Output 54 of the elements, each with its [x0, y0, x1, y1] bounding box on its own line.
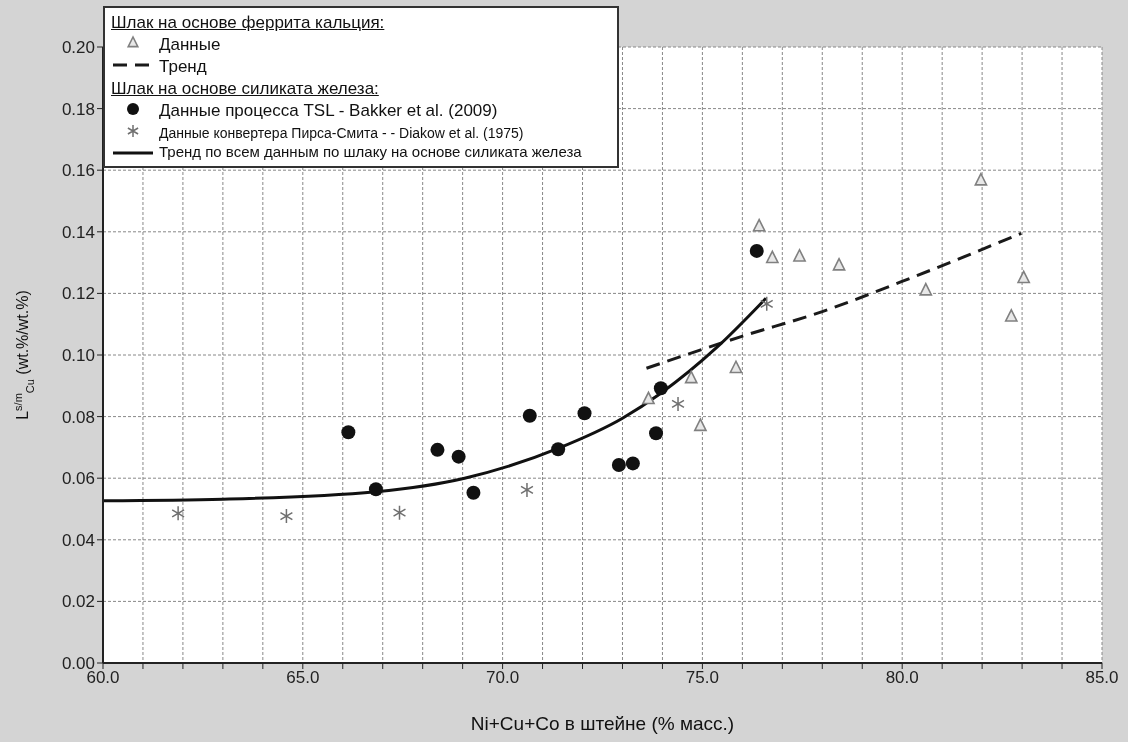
point	[368, 482, 383, 497]
point	[653, 381, 668, 396]
point	[430, 442, 445, 457]
y-tick-label: 0.06	[61, 469, 95, 489]
y-tick-label: 0.16	[61, 161, 95, 181]
point	[684, 370, 698, 384]
legend-label: Данные	[158, 34, 221, 56]
point	[793, 248, 806, 262]
point	[520, 482, 534, 498]
point	[577, 406, 592, 421]
y-tick-label: 0.08	[61, 407, 95, 427]
legend-label: Тренд	[158, 56, 207, 78]
point	[919, 282, 933, 296]
point	[551, 442, 566, 457]
point	[749, 243, 764, 258]
point	[392, 504, 407, 521]
point	[451, 449, 466, 464]
annotation: Шлак на основе силиката железа:	[111, 78, 380, 100]
y-tick-label: 0.18	[61, 99, 95, 119]
text: Шлак на основе феррита кальция:	[111, 12, 386, 34]
y-tick-label: 0.10	[61, 346, 95, 366]
y-tick-label: 0.12	[61, 284, 95, 304]
legend-label: Тренд по всем данным по шлаку на основе силиката железа	[158, 143, 582, 160]
y-tick-label: 0.02	[61, 592, 95, 612]
point	[279, 508, 294, 524]
point	[171, 505, 185, 522]
legend-label: Данные конвертера Пирса-Смита - - Diakow et al. (1975)	[158, 124, 524, 143]
point	[1004, 309, 1018, 322]
point	[466, 485, 481, 500]
point	[642, 391, 655, 405]
y-tick-label: 0.14	[61, 222, 95, 242]
point	[671, 396, 685, 412]
point	[694, 418, 707, 432]
point	[1017, 270, 1031, 284]
point	[522, 408, 537, 423]
x-tick-label: 85.0	[1085, 668, 1119, 688]
point	[832, 257, 846, 271]
x-tick-label: 80.0	[885, 668, 919, 688]
y-tick-label: 0.20	[61, 38, 95, 58]
x-tick-label: 65.0	[286, 668, 320, 688]
x-tick-label: 70.0	[486, 668, 520, 688]
point	[765, 250, 779, 264]
point	[729, 360, 743, 374]
point	[341, 425, 356, 440]
point	[760, 296, 774, 312]
point	[649, 426, 664, 441]
y-tick-label: 0.04	[61, 530, 95, 550]
point	[752, 218, 766, 232]
x-axis-title: Ni+Cu+Co в штейне (% масс.)	[470, 713, 735, 734]
point	[625, 456, 640, 471]
x-tick-label: 75.0	[685, 668, 719, 688]
legend-label: Данные процесса TSL - Bakker et al. (2009)	[158, 100, 498, 122]
point	[611, 457, 626, 472]
point	[974, 172, 988, 186]
